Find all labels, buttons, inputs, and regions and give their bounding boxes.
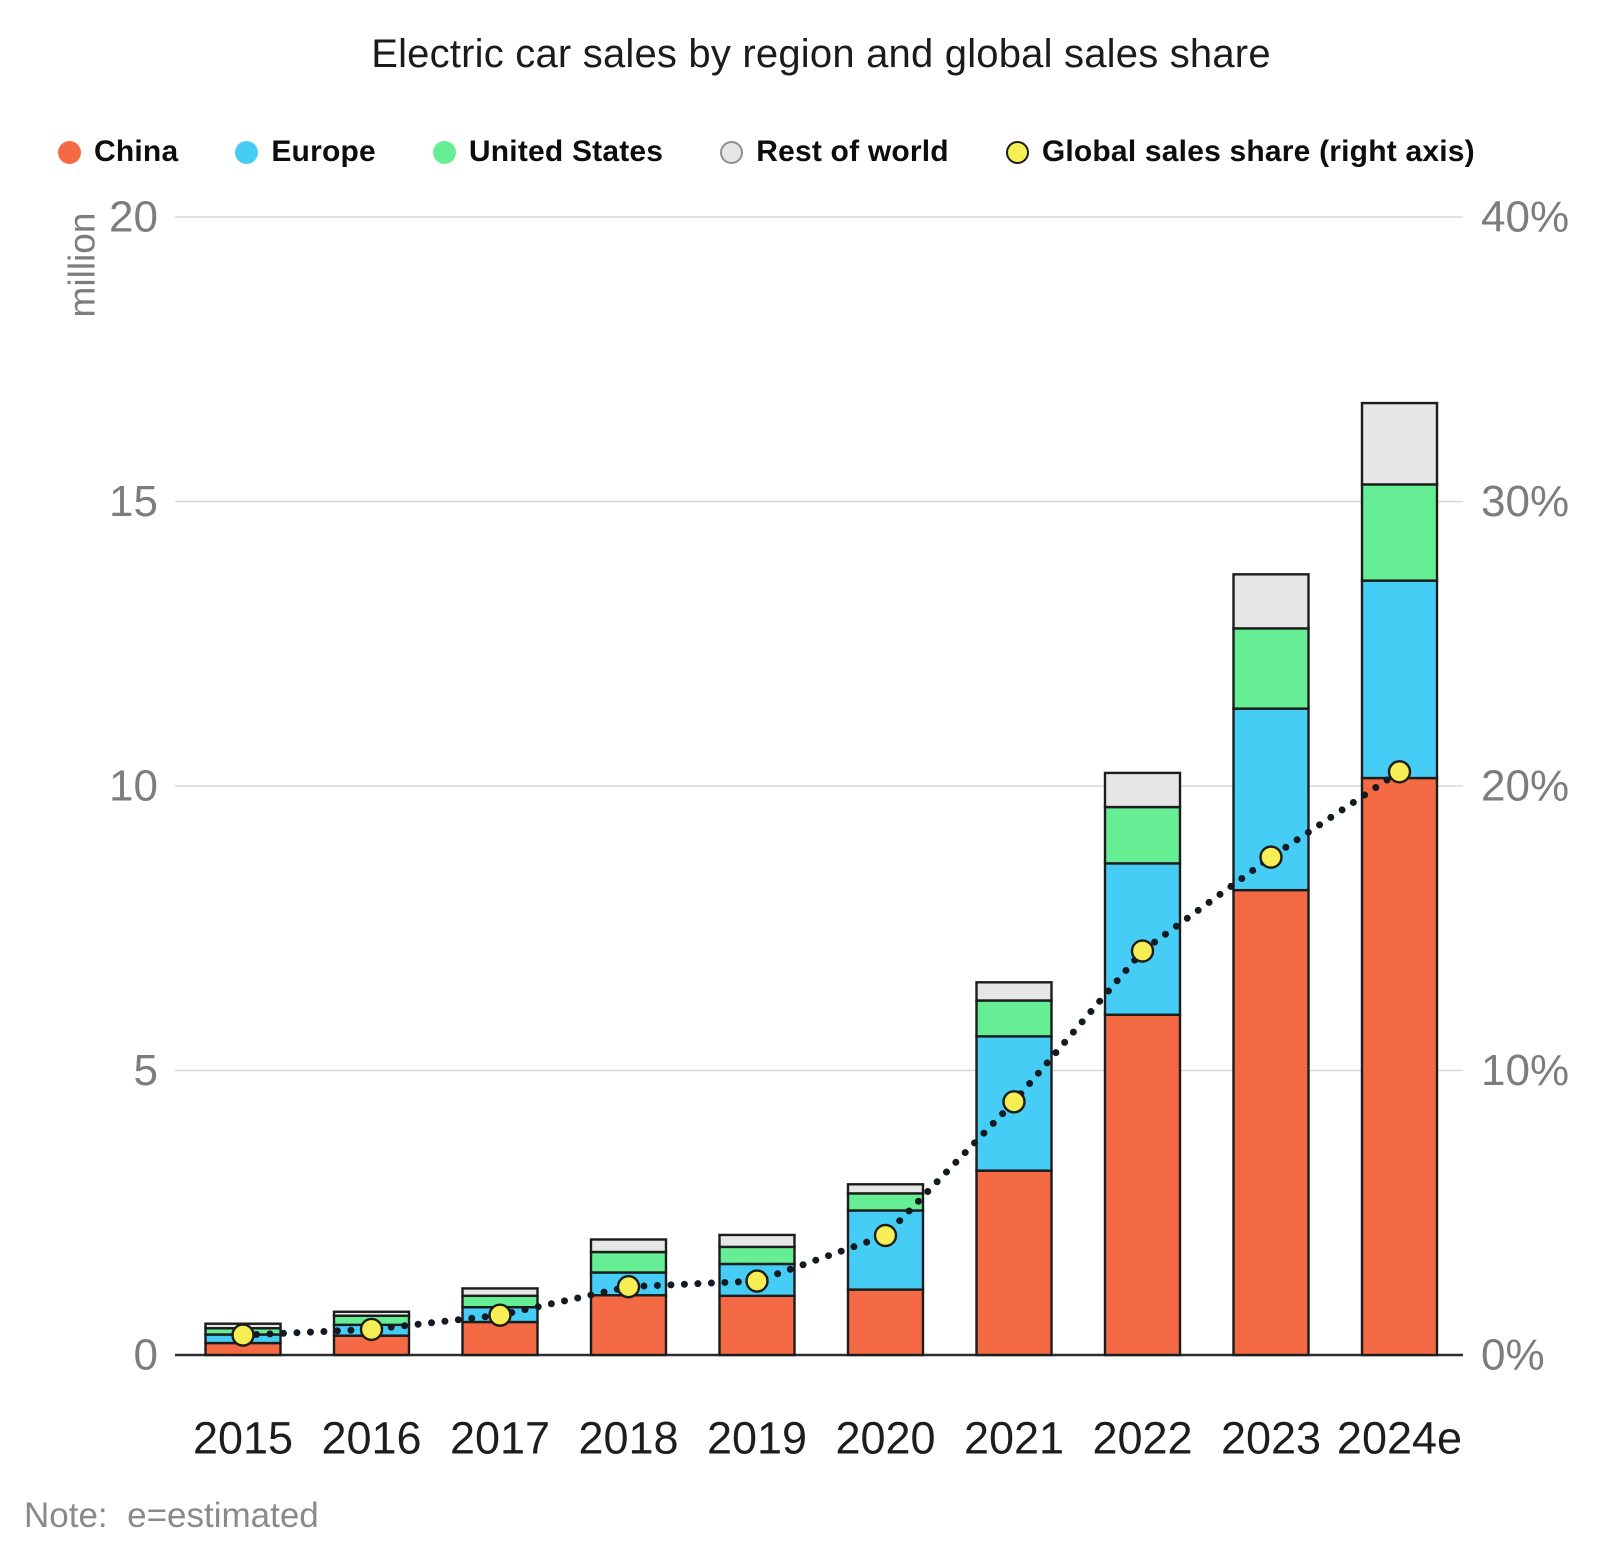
share-marker-2022 — [1130, 939, 1155, 963]
y2-axis-tick-label: 40% — [1481, 193, 1569, 242]
share-marker-2021 — [1002, 1090, 1026, 1114]
share-marker-2020 — [873, 1223, 898, 1248]
legend-label: Rest of world — [756, 135, 949, 168]
y-axis-tick-label: 15 — [109, 477, 158, 526]
bar-segment-2017-china — [461, 1320, 539, 1357]
share-marker-2019 — [745, 1269, 769, 1293]
bar-segment-2022-europe — [1103, 862, 1182, 1016]
legend-label: United States — [468, 135, 664, 168]
share-marker-2024e — [1387, 760, 1412, 784]
y2-axis-tick-label: 0% — [1481, 1331, 1545, 1380]
share-marker-2016 — [359, 1317, 384, 1342]
x-axis-tick-label: 2016 — [321, 1413, 421, 1464]
x-axis-tick-label: 2019 — [707, 1413, 807, 1464]
legend-item-united-states: United States — [432, 133, 664, 171]
y2-axis-tick-label: 10% — [1481, 1046, 1569, 1095]
bar-segment-2024e-europe — [1360, 579, 1439, 780]
global-sales-share-swatch-icon — [1005, 140, 1029, 164]
y2-axis-tick-label: 30% — [1481, 477, 1569, 526]
bar-segment-2024e-rest-of-world — [1360, 401, 1439, 486]
x-axis-tick-label: 2015 — [193, 1413, 293, 1464]
bar-segment-2019-rest-of-world — [718, 1233, 796, 1249]
bar-segment-2023-united-states — [1232, 627, 1310, 710]
bar-segment-2022-united-states — [1103, 805, 1182, 865]
share-dotted-line — [239, 768, 1403, 1339]
bar-segment-2016-rest-of-world — [332, 1310, 411, 1317]
bar-segment-2023-rest-of-world — [1232, 573, 1310, 630]
bar-segment-2022-china — [1103, 1013, 1182, 1357]
legend-item-china: China — [58, 133, 178, 171]
bar-segment-2018-china — [589, 1294, 668, 1357]
bar-segment-2021-china — [975, 1169, 1053, 1357]
rest-of-world-swatch-icon — [720, 140, 744, 164]
x-axis-tick-label: 2018 — [578, 1413, 678, 1464]
y-axis-tick-label: 0 — [134, 1331, 158, 1380]
bar-segment-2024e-united-states — [1360, 483, 1439, 582]
bar-segment-2021-rest-of-world — [975, 981, 1053, 1002]
bar-segment-2022-rest-of-world — [1103, 771, 1182, 809]
bar-segment-2019-united-states — [718, 1245, 796, 1266]
bar-segment-2017-rest-of-world — [461, 1287, 539, 1298]
legend: China Europe United States Rest of world… — [58, 133, 1475, 171]
united-states-swatch-icon — [432, 140, 456, 164]
bar-segment-2020-europe — [846, 1209, 925, 1291]
legend-item-global-sales-share: Global sales share (right axis) — [1005, 133, 1475, 171]
x-axis-tick-label: 2023 — [1221, 1413, 1321, 1464]
y-axis-unit-label: million — [62, 213, 103, 318]
bar-segment-2020-united-states — [846, 1192, 925, 1212]
legend-label: China — [94, 135, 179, 168]
legend-label: Global sales share (right axis) — [1041, 135, 1475, 168]
chart-title: Electric car sales by region and global … — [371, 32, 1271, 76]
bar-segment-2023-china — [1232, 888, 1310, 1357]
x-axis-tick-label: 2021 — [964, 1413, 1064, 1464]
europe-swatch-icon — [235, 140, 259, 164]
x-axis-tick-label: 2020 — [835, 1413, 935, 1464]
bar-segment-2020-china — [846, 1288, 925, 1357]
share-marker-2017 — [488, 1303, 512, 1327]
y-axis-tick-label: 5 — [134, 1046, 158, 1095]
bar-segment-2019-china — [718, 1294, 796, 1357]
y-axis-tick-label: 20 — [109, 193, 158, 242]
x-axis-tick-label: 2024e — [1337, 1413, 1462, 1464]
bar-segment-2021-united-states — [975, 999, 1053, 1038]
legend-label: Europe — [271, 135, 376, 168]
legend-item-rest-of-world: Rest of world — [720, 133, 949, 171]
x-axis-tick-label: 2022 — [1092, 1413, 1192, 1464]
y-axis-tick-label: 10 — [109, 762, 158, 811]
legend-item-europe: Europe — [235, 133, 376, 171]
footnote: Note: e=estimated — [24, 1496, 319, 1535]
x-axis-tick-label: 2017 — [450, 1413, 550, 1464]
y2-axis-tick-label: 20% — [1481, 762, 1569, 811]
bar-segment-2018-united-states — [589, 1250, 668, 1274]
bar-segment-2024e-china — [1360, 776, 1439, 1357]
china-swatch-icon — [58, 140, 81, 164]
bar-segment-2018-rest-of-world — [589, 1238, 668, 1254]
bar-segment-2020-rest-of-world — [846, 1183, 925, 1195]
share-marker-2015 — [231, 1323, 255, 1347]
share-marker-2023 — [1259, 845, 1283, 869]
share-marker-2018 — [616, 1275, 641, 1299]
